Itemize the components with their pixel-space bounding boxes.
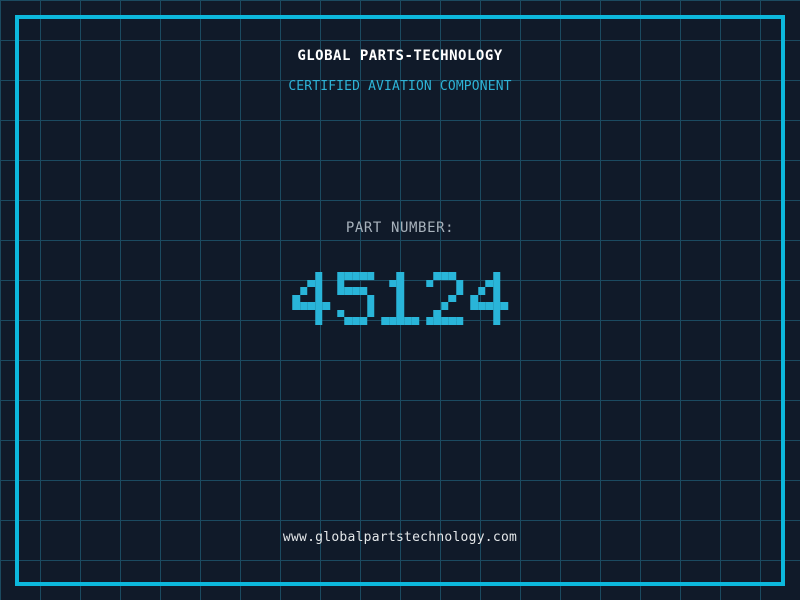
certification-subtitle: CERTIFIED AVIATION COMPONENT xyxy=(288,79,512,94)
part-number-display xyxy=(292,272,508,325)
part-number-label: PART NUMBER: xyxy=(345,220,455,236)
website-url: www.globalpartstechnology.com xyxy=(282,530,518,545)
company-title: GLOBAL PARTS-TECHNOLOGY xyxy=(297,48,503,64)
border-frame xyxy=(15,15,785,586)
